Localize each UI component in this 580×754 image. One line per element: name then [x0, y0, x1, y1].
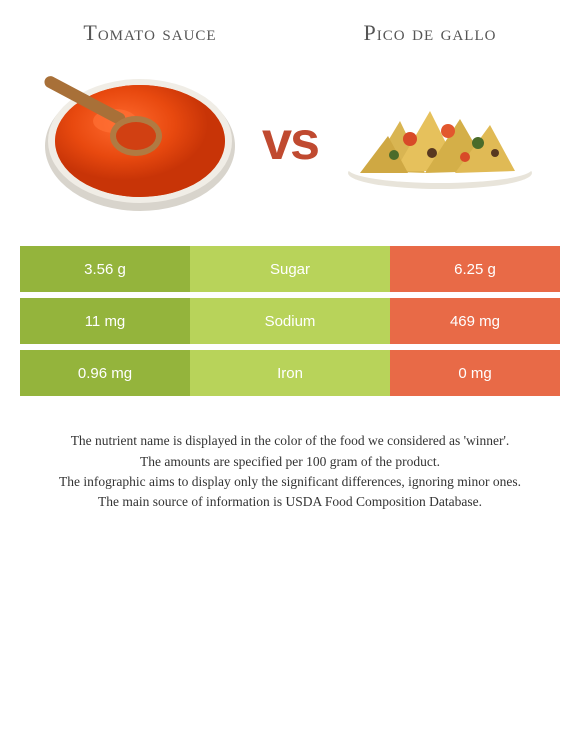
- right-food-image: [340, 66, 540, 216]
- left-value: 0.96 mg: [20, 350, 190, 396]
- left-food-image: [40, 66, 240, 216]
- nutrient-comparison-table: 3.56 g Sugar 6.25 g 11 mg Sodium 469 mg …: [0, 246, 580, 396]
- right-value: 469 mg: [390, 298, 560, 344]
- left-value: 11 mg: [20, 298, 190, 344]
- nutrient-label: Sugar: [190, 246, 390, 292]
- footnote-line: The infographic aims to display only the…: [40, 473, 540, 491]
- right-food-title: Pico de gallo: [330, 20, 530, 46]
- nutrient-label: Iron: [190, 350, 390, 396]
- footnotes: The nutrient name is displayed in the co…: [0, 402, 580, 511]
- vs-label: vs: [240, 110, 340, 172]
- table-row: 3.56 g Sugar 6.25 g: [20, 246, 560, 292]
- left-value: 3.56 g: [20, 246, 190, 292]
- footnote-line: The main source of information is USDA F…: [40, 493, 540, 511]
- nutrient-label: Sodium: [190, 298, 390, 344]
- right-value: 6.25 g: [390, 246, 560, 292]
- left-food-title: Tomato sauce: [50, 20, 250, 46]
- table-row: 11 mg Sodium 469 mg: [20, 298, 560, 344]
- footnote-line: The amounts are specified per 100 gram o…: [40, 453, 540, 471]
- comparison-images-row: vs: [0, 56, 580, 236]
- table-row: 0.96 mg Iron 0 mg: [20, 350, 560, 396]
- right-value: 0 mg: [390, 350, 560, 396]
- footnote-line: The nutrient name is displayed in the co…: [40, 432, 540, 450]
